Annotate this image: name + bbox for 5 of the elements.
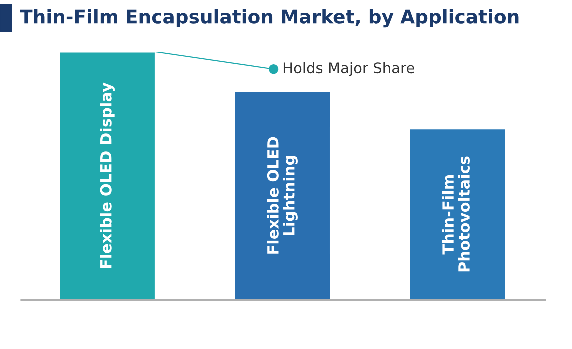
x-tick-label: Flexible OLED Display [100, 82, 115, 268]
x-tick-label: Flexible OLED Lightning [267, 137, 298, 254]
x-tick-label: Thin-Film Photovoltaics [442, 156, 470, 272]
annotation: Holds Major Share [284, 62, 414, 76]
chart-title: Thin-Film Encapsulation Market, by Application [20, 9, 519, 28]
